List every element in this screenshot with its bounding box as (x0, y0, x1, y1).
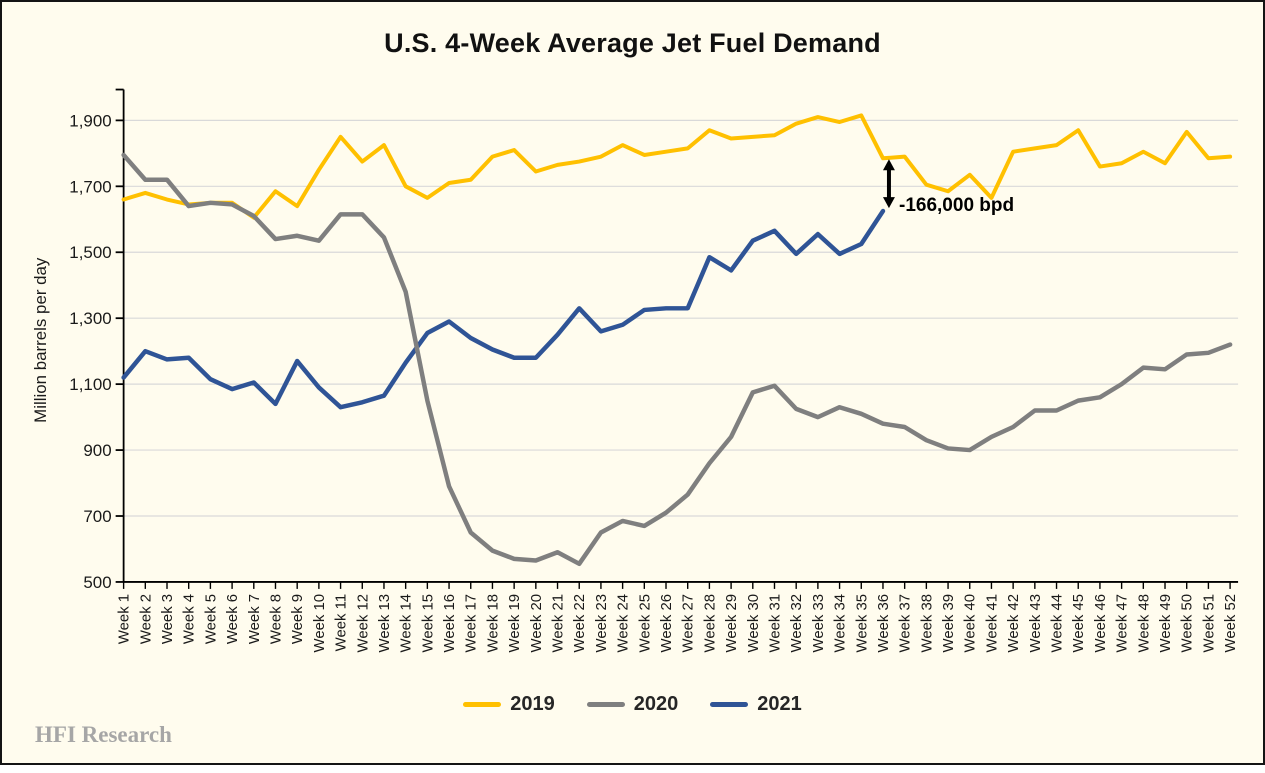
chart-title: U.S. 4-Week Average Jet Fuel Demand (384, 28, 881, 58)
x-tick-label: Week 16 (441, 594, 458, 653)
x-tick-label: Week 3 (159, 594, 176, 644)
legend: 2019 2020 2021 (2, 693, 1263, 716)
x-tick-label: Week 36 (875, 594, 892, 653)
x-tick-label: Week 30 (745, 594, 762, 653)
x-tick-label: Week 47 (1114, 594, 1131, 653)
y-tick-label: 1,500 (69, 243, 111, 262)
x-tick-label: Week 33 (810, 594, 827, 653)
x-tick-label: Week 14 (398, 594, 415, 653)
legend-label-2020: 2020 (633, 693, 679, 715)
x-tick-label: Week 2 (137, 594, 154, 644)
x-tick-label: Week 44 (1049, 594, 1066, 653)
x-tick-label: Week 31 (766, 594, 783, 653)
series-line-2019 (121, 113, 1233, 220)
annotation-arrow-head-up (882, 159, 895, 171)
x-tick-label: Week 10 (311, 594, 328, 653)
y-tick-label: 1,300 (69, 309, 111, 328)
y-axis-title: Million barrels per day (31, 257, 50, 423)
x-tick-label: Week 21 (550, 594, 567, 653)
legend-label-2019: 2019 (510, 693, 555, 715)
x-tick-label: Week 41 (983, 594, 1000, 653)
x-tick-label: Week 48 (1135, 594, 1152, 653)
x-tick-label: Week 9 (289, 594, 306, 644)
x-tick-label: Week 7 (246, 594, 263, 644)
x-tick-label: Week 11 (333, 594, 350, 651)
x-tick-label: Week 19 (506, 594, 523, 653)
x-tick-label: Week 42 (1005, 594, 1022, 653)
x-tick-label: Week 20 (528, 594, 545, 653)
x-tick-label: Week 51 (1200, 594, 1217, 653)
legend-swatch-2019 (463, 702, 502, 707)
annotation-arrow-head-down (882, 197, 895, 209)
annotation-label: -166,000 bpd (899, 195, 1015, 216)
x-tick-label: Week 17 (463, 594, 480, 653)
x-tick-label: Week 37 (897, 594, 914, 653)
legend-swatch-2021 (710, 702, 749, 707)
x-tick-label: Week 38 (918, 594, 935, 653)
x-tick-label: Week 24 (615, 594, 632, 653)
x-tick-label: Week 5 (202, 594, 219, 644)
x-tick-label: Week 25 (636, 594, 653, 653)
y-tick-label: 1,700 (69, 177, 111, 196)
legend-item-2019[interactable]: 2019 (463, 693, 555, 716)
legend-item-2021[interactable]: 2021 (710, 693, 802, 716)
x-tick-label: Week 13 (376, 594, 393, 653)
y-tick-label: 900 (83, 441, 111, 460)
x-tick-label: Week 46 (1092, 594, 1109, 653)
y-tick-label: 1,100 (69, 375, 111, 394)
series-line-2021 (121, 208, 886, 410)
x-tick-label: Week 34 (832, 594, 849, 653)
x-tick-label: Week 43 (1027, 594, 1044, 653)
x-tick-label: Week 35 (853, 594, 870, 653)
y-tick-label: 700 (83, 507, 111, 526)
x-tick-label: Week 6 (224, 594, 241, 644)
x-tick-label: Week 22 (571, 594, 588, 653)
x-tick-label: Week 50 (1179, 594, 1196, 653)
y-tick-label: 500 (83, 573, 111, 592)
x-tick-label: Week 45 (1070, 594, 1087, 653)
x-tick-label: Week 29 (723, 594, 740, 653)
x-tick-label: Week 1 (116, 594, 133, 644)
legend-swatch-2020 (586, 702, 625, 707)
x-tick-label: Week 4 (181, 594, 198, 644)
x-tick-label: Week 18 (484, 594, 501, 653)
series-line-2020 (121, 152, 1233, 567)
x-tick-label: Week 23 (593, 594, 610, 653)
x-tick-label: Week 40 (962, 594, 979, 653)
x-tick-label: Week 28 (701, 594, 718, 653)
legend-label-2021: 2021 (757, 693, 802, 715)
legend-item-2020[interactable]: 2020 (586, 693, 679, 716)
x-tick-label: Week 27 (680, 594, 697, 653)
x-tick-label: Week 39 (940, 594, 957, 653)
x-tick-label: Week 12 (354, 594, 371, 653)
x-tick-label: Week 49 (1157, 594, 1174, 653)
x-tick-label: Week 52 (1222, 594, 1239, 653)
x-tick-label: Week 8 (267, 594, 284, 644)
watermark: HFI Research (35, 722, 172, 747)
y-tick-label: 1,900 (69, 111, 111, 130)
x-tick-label: Week 26 (658, 594, 675, 653)
x-tick-label: Week 15 (419, 594, 436, 653)
x-tick-label: Week 32 (788, 594, 805, 653)
